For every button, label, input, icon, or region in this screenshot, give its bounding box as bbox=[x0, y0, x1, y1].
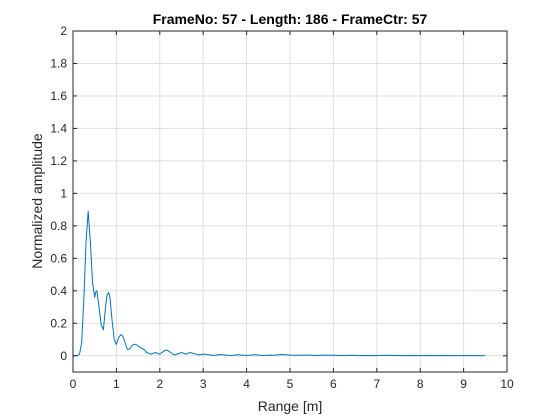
y-tick-label: 1.2 bbox=[50, 154, 67, 168]
y-axis-ticks: 0 0.2 0.4 0.6 0.8 1 1.2 1.4 1.6 1.8 2 bbox=[50, 24, 507, 363]
x-tick-label: 1 bbox=[113, 377, 120, 391]
x-tick-label: 3 bbox=[200, 377, 207, 391]
grid bbox=[72, 30, 508, 372]
y-tick-label: 0.4 bbox=[50, 284, 67, 298]
chart-title: FrameNo: 57 - Length: 186 - FrameCtr: 57 bbox=[153, 11, 428, 27]
y-tick-label: 1 bbox=[60, 186, 67, 200]
x-tick-label: 5 bbox=[287, 377, 294, 391]
y-tick-label: 0.6 bbox=[50, 251, 67, 265]
x-tick-label: 2 bbox=[156, 377, 163, 391]
x-tick-label: 8 bbox=[417, 377, 424, 391]
series-line-0 bbox=[73, 210, 486, 357]
y-tick-label: 0.8 bbox=[50, 219, 67, 233]
y-tick-label: 1.8 bbox=[50, 56, 67, 70]
y-tick-label: 0 bbox=[60, 349, 67, 363]
x-axis-label: Range [m] bbox=[258, 398, 323, 414]
y-tick-label: 0.2 bbox=[50, 316, 67, 330]
y-tick-label: 2 bbox=[60, 24, 67, 38]
x-tick-label: 7 bbox=[373, 377, 380, 391]
x-tick-label: 6 bbox=[330, 377, 337, 391]
x-axis-ticks: 0 1 2 3 4 5 6 7 8 9 10 bbox=[70, 31, 514, 391]
x-tick-label: 10 bbox=[500, 377, 514, 391]
y-tick-label: 1.4 bbox=[50, 121, 67, 135]
y-axis-label: Normalized amplitude bbox=[29, 133, 45, 269]
series-layer bbox=[73, 210, 486, 357]
x-tick-label: 0 bbox=[70, 377, 77, 391]
y-tick-label: 1.6 bbox=[50, 89, 67, 103]
x-tick-label: 4 bbox=[243, 377, 250, 391]
x-tick-label: 9 bbox=[460, 377, 467, 391]
